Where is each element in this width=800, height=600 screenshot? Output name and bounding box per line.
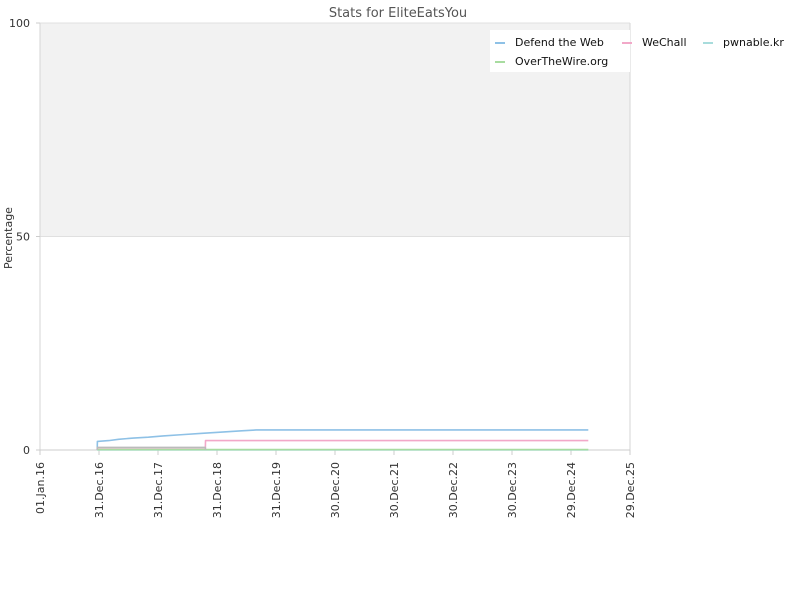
x-tick-label: 29.Dec.24 xyxy=(565,462,578,518)
x-tick-label: 31.Dec.18 xyxy=(211,462,224,518)
x-tick-label: 31.Dec.16 xyxy=(93,462,106,518)
legend-label-defend-the-web: Defend the Web xyxy=(515,36,604,49)
legend-label-pwnable-kr: pwnable.kr xyxy=(723,36,784,49)
x-tick-label: 01.Jan.16 xyxy=(34,462,47,514)
x-tick-label: 31.Dec.17 xyxy=(152,462,165,518)
y-axis-label: Percentage xyxy=(2,207,15,269)
x-tick-label: 30.Dec.22 xyxy=(447,462,460,518)
legend-label-overthewire-org: OverTheWire.org xyxy=(515,55,608,68)
x-tick-label: 30.Dec.23 xyxy=(506,462,519,518)
chart-title: Stats for EliteEatsYou xyxy=(329,6,467,21)
y-tick-label: 100 xyxy=(9,17,30,30)
x-tick-label: 31.Dec.19 xyxy=(270,462,283,518)
y-tick-label: 50 xyxy=(16,231,30,244)
x-tick-label: 30.Dec.20 xyxy=(329,462,342,518)
legend: Defend the Web WeChall pwnable.kr OverTheWi… xyxy=(490,30,784,72)
legend-label-wechall: WeChall xyxy=(642,36,687,49)
series-line-defend-the-web xyxy=(96,429,589,451)
series-line-unlabeled-4 xyxy=(96,446,207,451)
x-tick-label: 29.Dec.25 xyxy=(624,462,637,518)
x-tick-label: 30.Dec.21 xyxy=(388,462,401,518)
y-tick-label: 0 xyxy=(23,444,30,457)
legend-box xyxy=(490,30,630,72)
